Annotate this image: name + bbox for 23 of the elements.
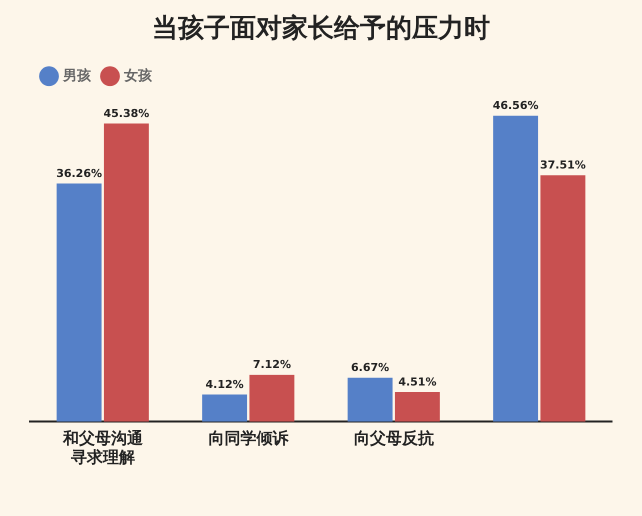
data-label: 36.26% [56,166,102,180]
x-tick-label: 向父母反抗 [354,428,434,448]
data-label: 46.56% [492,99,539,112]
legend-label: 女孩 [123,66,153,84]
bar [540,175,586,422]
bar [104,124,149,422]
x-tick-label: 向同学倾诉 [208,428,290,448]
data-label: 7.12% [252,358,291,372]
category-label: 寻求理解 [70,448,135,467]
bar [394,392,440,422]
data-label: 6.67% [351,361,390,374]
bar [493,116,538,422]
data-label: 4.12% [206,378,244,391]
legend-label: 男孩 [62,66,92,84]
category-label: 和父母沟通 [62,428,143,448]
bar [56,183,102,422]
data-label: 45.38% [103,106,150,120]
bar [249,374,294,422]
bar [202,394,248,422]
data-label: 4.51% [398,375,436,388]
chart-title: 当孩子面对家长给予的压力时 [152,13,490,44]
data-label: 37.51% [540,158,586,172]
bar [348,378,393,422]
